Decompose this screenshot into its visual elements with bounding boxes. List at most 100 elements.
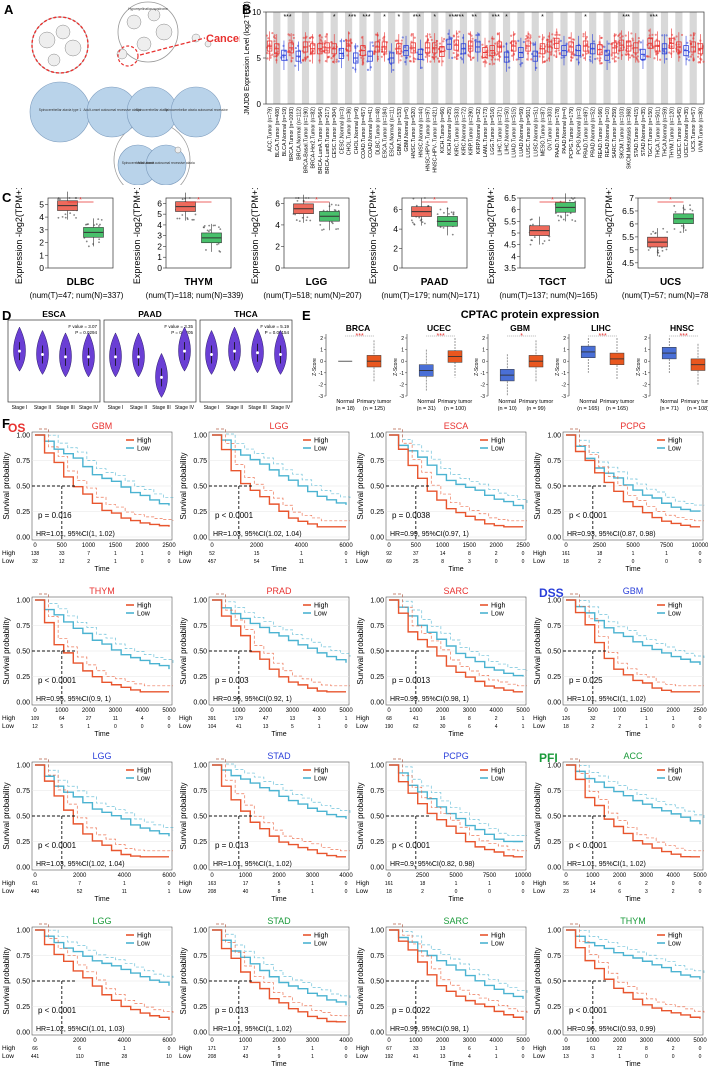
risk-count: 13 [440, 1046, 446, 1052]
normal-n: (n = 18) [336, 406, 355, 412]
y-tick-label: 0.50 [193, 649, 207, 656]
group-label: UCEC.Normal (n=35) [684, 107, 690, 158]
box-UCEC.Normal (n=35) [683, 35, 691, 66]
y-tick-label: 0.75 [547, 953, 561, 960]
x-tick-label: 4000 [490, 1038, 504, 1044]
x-tick-label: 2000 [436, 1038, 450, 1044]
y-tick-label: 5 [511, 228, 516, 238]
y-tick-label: 1 [320, 348, 323, 354]
risk-label-high: High [356, 1045, 370, 1052]
risk-count: 15 [254, 551, 260, 557]
risk-count: 0 [699, 559, 702, 565]
x-tick-label: 2500 [416, 873, 430, 879]
y-tick-label: 1.00 [16, 928, 30, 935]
y-tick-label: 2 [320, 336, 323, 342]
svg-text:*: * [315, 197, 318, 204]
y-tick-label: 1.00 [547, 598, 561, 605]
risk-count: 1 [645, 716, 648, 722]
risk-count: 1 [645, 724, 648, 730]
risk-count: 2 [495, 716, 498, 722]
cancer-name: THYM [184, 277, 212, 288]
risk-count: 1 [495, 1054, 498, 1060]
risk-count: 28 [122, 1054, 128, 1060]
cancer-callout: Cancer [206, 33, 240, 45]
box-PAAD.Tumor (n=178) [552, 28, 561, 58]
node-spinocerebellar-ataxia-2 [126, 86, 178, 138]
network-diagram: A Cancer Spinocerebellar ataxia type 1 A… [4, 1, 244, 199]
group-label: BRCA-LumA.Tumor (n=564) [318, 107, 324, 174]
risk-count: 0 [699, 551, 702, 557]
y-tick-label: 0.75 [193, 953, 207, 960]
risk-count: 0 [699, 1054, 702, 1060]
risk-count: 25 [413, 559, 419, 565]
stage-label: Stage III [248, 405, 267, 411]
boxplot-TGCT: 3.5 44.5 5 5.56 6.5 Expression -log2(TPM+1) * T… [486, 182, 598, 300]
km-curve-low [35, 929, 170, 986]
y-axis-label: Z-Score [393, 358, 399, 376]
risk-count: 23 [563, 889, 569, 895]
risk-label-low: Low [2, 888, 14, 895]
box-UCS.Tumor (n=57) [689, 32, 696, 62]
risk-count: 2 [598, 559, 601, 565]
p-value: p = 0.013 [215, 1006, 249, 1015]
y-tick-label: 0.00 [16, 700, 30, 707]
group-label: CESC.Tumor (n=304) [332, 107, 338, 158]
x-tick-label: 1000 [239, 873, 253, 879]
risk-label-high: High [533, 880, 547, 887]
significance-mark: * [333, 14, 336, 21]
risk-count: 1 [311, 889, 314, 895]
risk-count: 0 [345, 889, 348, 895]
legend-high: High [668, 438, 683, 445]
p-value: p = 0.0022 [392, 1006, 431, 1015]
box-SKCM.Metastasis (n=368) [624, 31, 633, 61]
sample-count: (num(T)=57; num(N)=78) [622, 291, 708, 300]
x-tick-label: 4000 [136, 708, 150, 714]
risk-count: 3 [591, 1054, 594, 1060]
risk-count: 62 [413, 724, 419, 730]
risk-count: 110 [76, 1054, 84, 1060]
group-label: KIRP.Normal (n=32) [476, 107, 482, 154]
y-tick-label: 0 [39, 263, 44, 273]
cptac-BRCA: BRCA -3 -2 -1 0 1 2 Z-Score *** Normal(n = 18)Pri… [312, 323, 391, 412]
box-SARC.Tumor (n=259) [610, 33, 619, 63]
risk-label-low: Low [179, 1053, 191, 1060]
y-tick-label: 3 [157, 231, 162, 241]
x-tick-label: 5000 [516, 1038, 530, 1044]
risk-count: 4 [468, 1054, 471, 1060]
risk-count: 13 [263, 724, 269, 730]
y-tick-label: 0.50 [193, 814, 207, 821]
y-tick-label: 0.25 [547, 839, 561, 846]
panel-a: A Cancer Spinocerebellar ataxia type 1 A… [0, 0, 244, 199]
risk-count: 1 [495, 1046, 498, 1052]
risk-count: 0 [672, 881, 675, 887]
tumor-n: (n = 108) [687, 406, 708, 412]
legend-high: High [668, 603, 683, 610]
box-KIRP.Normal (n=32) [474, 32, 481, 62]
y-tick-label: 0.25 [370, 674, 384, 681]
risk-count: 7 [87, 551, 90, 557]
risk-count: 47 [263, 716, 269, 722]
risk-count: 16 [440, 716, 446, 722]
hazard-ratio: HR=0.96, 95%CI(0.92, 1) [213, 696, 292, 703]
y-tick-label: 4 [393, 224, 398, 234]
x-tick-label: 2000 [490, 543, 504, 549]
risk-count: 1 [665, 551, 668, 557]
y-tick-label: 0.00 [547, 700, 561, 707]
risk-count: 126 [562, 716, 571, 722]
group-label: THCA.Tumor (n=501) [655, 107, 661, 158]
group-label: GBM.Normal (n=5) [404, 107, 410, 152]
significance-mark: * [584, 14, 587, 21]
risk-count: 4 [495, 724, 498, 730]
km-title: THYM [620, 916, 646, 926]
y-tick-label: 0.75 [547, 788, 561, 795]
y-tick-label: 0.75 [370, 458, 384, 465]
risk-count: 109 [31, 716, 40, 722]
risk-count: 1 [618, 1054, 621, 1060]
y-tick-label: 0.25 [370, 509, 384, 516]
y-tick-label: 0.50 [16, 814, 30, 821]
group-label: BRCA-Her2.Tumor (n=82) [311, 107, 317, 169]
y-tick-label: 2 [644, 336, 647, 342]
y-axis-label: Survival probability [179, 782, 188, 849]
risk-count: 0 [522, 1046, 525, 1052]
